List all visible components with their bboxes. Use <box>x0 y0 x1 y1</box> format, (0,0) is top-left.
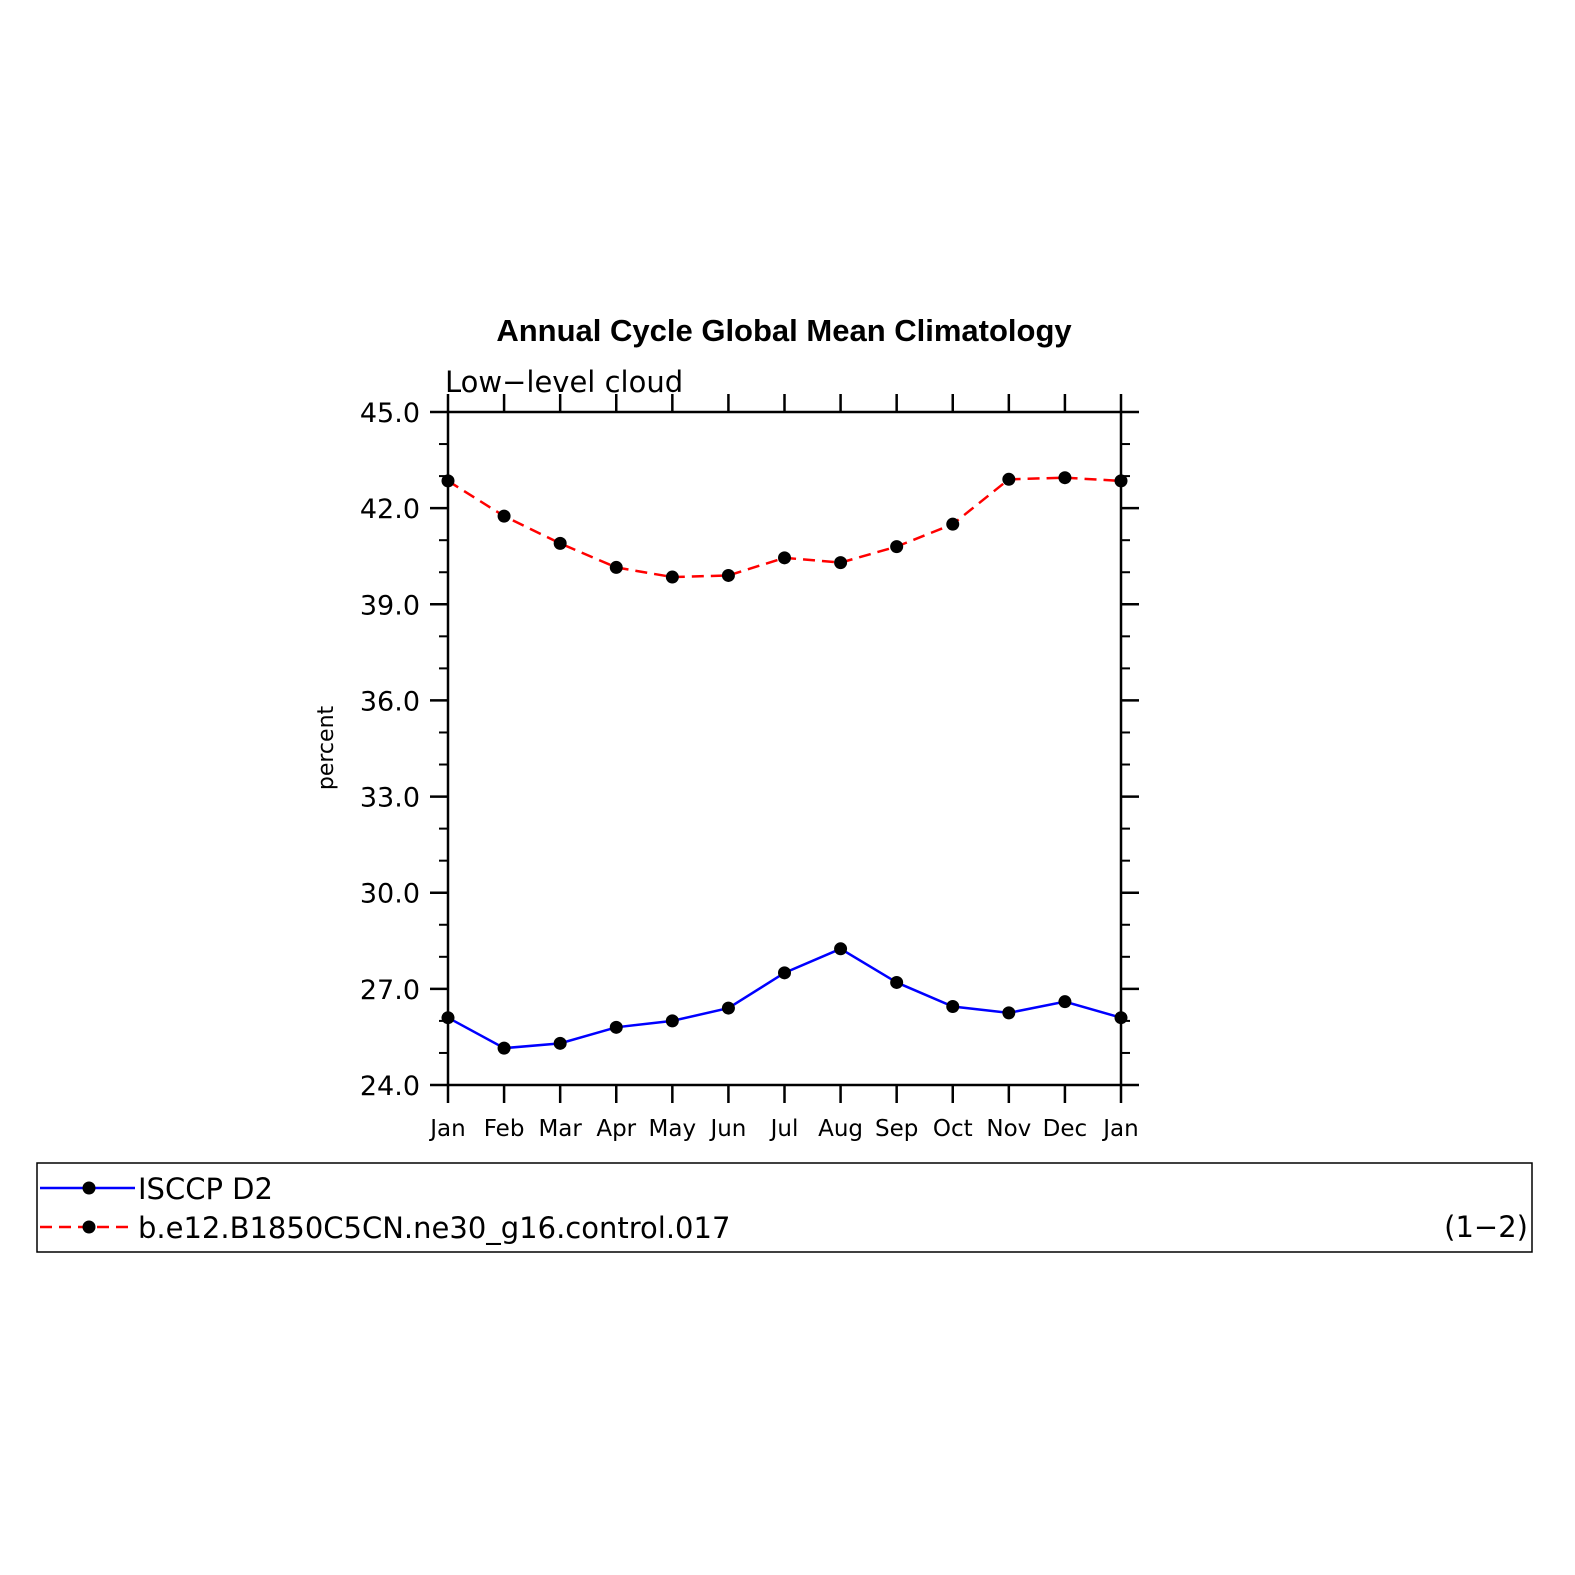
x-tick-label: Nov <box>986 1116 1031 1142</box>
legend-label: ISCCP D2 <box>138 1172 273 1206</box>
y-tick-label: 30.0 <box>360 879 420 910</box>
data-point <box>1002 472 1016 486</box>
x-tick-label: Mar <box>538 1116 582 1142</box>
x-tick-label: Apr <box>596 1116 636 1142</box>
x-tick-label: Aug <box>818 1116 863 1142</box>
data-point <box>497 509 511 523</box>
y-tick-label: 39.0 <box>360 590 420 621</box>
data-point <box>553 536 567 550</box>
data-point <box>1002 1006 1016 1020</box>
data-point <box>441 474 455 488</box>
x-tick-label: Jul <box>769 1116 799 1142</box>
data-point <box>1058 995 1072 1009</box>
legend-box <box>36 1162 1533 1253</box>
x-tick-label: Feb <box>484 1116 525 1142</box>
y-tick-label: 36.0 <box>360 686 420 717</box>
y-tick-label: 42.0 <box>360 494 420 525</box>
data-point <box>946 517 960 531</box>
y-axis-label: percent <box>314 705 339 790</box>
series-line-1 <box>447 947 1122 1050</box>
data-point <box>553 1036 567 1050</box>
data-point <box>834 942 848 956</box>
data-point <box>890 540 904 554</box>
data-point <box>441 1011 455 1025</box>
chart-subtitle: Low−level cloud <box>445 365 683 399</box>
data-point <box>778 551 791 565</box>
data-point <box>1114 1011 1128 1025</box>
x-tick-labels: Jan Feb Mar Apr May Jun Jul Aug Sep Oct Nov Dec Jan <box>428 1116 1138 1142</box>
legend-marker <box>82 1181 96 1195</box>
series-points <box>441 471 1128 1055</box>
plot-frame <box>446 410 1123 1087</box>
y-tick-label: 45.0 <box>360 398 420 429</box>
x-tick-label: Jan <box>428 1116 465 1142</box>
data-point <box>890 975 904 989</box>
y-tick-labels: 24.0 27.0 30.0 33.0 36.0 39.0 42.0 45.0 <box>360 398 420 1102</box>
data-point <box>665 1014 679 1028</box>
data-point <box>721 568 735 582</box>
y-tick-label: 24.0 <box>360 1071 420 1102</box>
data-point <box>1058 471 1072 485</box>
legend-marker <box>82 1220 96 1234</box>
axis-ticks <box>430 394 1139 1103</box>
x-tick-label: Jan <box>1101 1116 1138 1142</box>
data-point <box>721 1001 735 1015</box>
data-point <box>946 999 960 1013</box>
x-tick-label: May <box>649 1116 697 1142</box>
y-tick-label: 27.0 <box>360 975 420 1006</box>
data-point <box>778 966 791 980</box>
x-tick-label: Sep <box>875 1116 918 1142</box>
legend-note: (1−2) <box>1444 1210 1528 1244</box>
x-tick-label: Jun <box>708 1116 746 1142</box>
x-tick-label: Oct <box>933 1116 973 1142</box>
legend-label: b.e12.B1850C5CN.ne30_g16.control.017 <box>138 1211 730 1245</box>
data-point <box>1114 474 1128 488</box>
x-tick-label: Dec <box>1043 1116 1088 1142</box>
data-point <box>497 1041 511 1055</box>
data-point <box>609 560 623 574</box>
chart-title: Annual Cycle Global Mean Climatology <box>496 313 1072 348</box>
data-point <box>665 570 679 584</box>
legend: ISCCP D2 b.e12.B1850C5CN.ne30_g16.control… <box>40 1172 730 1245</box>
y-tick-label: 33.0 <box>360 783 420 814</box>
data-point <box>834 556 848 570</box>
data-point <box>609 1020 623 1034</box>
